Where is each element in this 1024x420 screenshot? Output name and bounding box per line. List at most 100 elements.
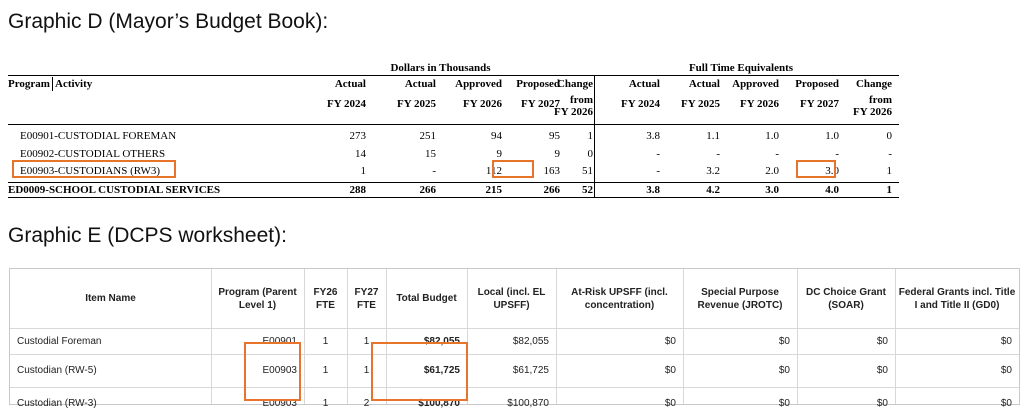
graphic-d-title: Graphic D (Mayor’s Budget Book): [8, 10, 329, 33]
row-value: 51 [582, 165, 593, 177]
row-value: 2.0 [765, 165, 779, 177]
row-value: 1.0 [765, 130, 779, 142]
group-header-dollars: Dollars in Thousands [390, 62, 491, 74]
row-name: E00902-CUSTODIAL OTHERS [20, 148, 166, 160]
col-header-bottom: from FY 2026 [852, 94, 892, 118]
column-header: FY27 FTE [354, 286, 379, 311]
table-cell: $61,725 [423, 365, 460, 376]
table-cell: 1 [363, 365, 370, 376]
table-cell: Custodian (RW-3) [17, 398, 97, 409]
row-value: 0 [587, 148, 594, 160]
col-header-top: Actual [334, 78, 366, 90]
table-cell: $61,725 [512, 365, 549, 376]
row-value: 251 [419, 130, 437, 142]
row-value: 94 [491, 130, 502, 142]
col-header-top: Actual [688, 78, 720, 90]
table-cell: $82,055 [512, 335, 549, 347]
col-header-top: Proposed [795, 78, 839, 90]
row-value: 9 [554, 148, 561, 160]
column-header: Total Budget [396, 293, 457, 304]
group-header-fte: Full Time Equivalents [688, 62, 794, 74]
table-cell: $82,055 [423, 335, 460, 347]
row-name: E00901-CUSTODIAL FOREMAN [20, 130, 177, 142]
col-header-bottom: FY 2024 [326, 98, 366, 110]
table-cell: $100,870 [418, 398, 460, 409]
table-cell: $0 [664, 365, 676, 376]
dcps-worksheet-table: Item Name Program (Parent Level 1) FY26 FT… [9, 268, 1020, 409]
table-cell: 1 [322, 365, 329, 376]
row-value: 1 [587, 130, 594, 142]
table-cell: Custodial Foreman [17, 335, 102, 347]
col-header-top: Actual [628, 78, 660, 90]
row-value: 3.8 [646, 130, 660, 142]
row-value: 1.1 [706, 130, 720, 142]
table-cell: E00901 [262, 335, 297, 347]
col-header-bottom: FY 2027 [520, 98, 560, 110]
total-value: 288 [349, 184, 367, 196]
column-header: FY26 FTE [313, 286, 338, 311]
row-value: 1 [360, 165, 367, 177]
column-header: DC Choice Grant (SOAR) [805, 286, 886, 311]
table-cell: Custodian (RW-5) [17, 365, 97, 376]
col-header-bottom: from FY 2026 [553, 94, 593, 118]
table-cell: $0 [778, 398, 790, 409]
col-header-bottom: FY 2026 [462, 98, 502, 110]
row-value: 3.0 [825, 165, 839, 177]
table-cell: $0 [876, 335, 888, 347]
column-header: Program (Parent Level 1) [218, 286, 297, 311]
table-cell: $100,870 [507, 398, 549, 409]
table-cell: $0 [1000, 398, 1012, 409]
row-value: 1.0 [825, 130, 839, 142]
table-cell: 2 [363, 398, 370, 409]
program-header: Program [8, 78, 50, 90]
col-header-bottom: FY 2024 [620, 98, 660, 110]
column-header: Federal Grants incl. Title I and Title I… [898, 286, 1016, 311]
col-header-top: Approved [455, 78, 502, 90]
row-value: - [656, 148, 660, 160]
table-cell: 1 [322, 335, 329, 347]
total-value: 266 [419, 184, 437, 196]
col-header-top: Actual [404, 78, 436, 90]
row-value: - [835, 148, 839, 160]
table-cell: $0 [876, 398, 888, 409]
total-value: 215 [485, 184, 503, 196]
total-value: 3.8 [646, 184, 660, 196]
col-header-top: Proposed [516, 78, 560, 90]
table-cell: $0 [1000, 335, 1012, 347]
row-name: E00903-CUSTODIANS (RW3) [20, 165, 161, 177]
table-cell: 1 [363, 335, 370, 347]
row-value: 3.2 [706, 165, 720, 177]
col-header-bottom: FY 2026 [739, 98, 779, 110]
row-value: 9 [496, 148, 503, 160]
table-cell: E00903 [262, 365, 297, 376]
row-value: 163 [543, 165, 561, 177]
row-value: 15 [425, 148, 436, 160]
row-value: - [716, 148, 720, 160]
row-value: - [888, 148, 892, 160]
row-value: - [775, 148, 779, 160]
col-header-bottom: FY 2027 [799, 98, 839, 110]
row-value: 14 [355, 148, 366, 160]
col-header-bottom: FY 2025 [396, 98, 436, 110]
table-cell: $0 [1000, 365, 1012, 376]
column-header: Item Name [85, 293, 136, 304]
table-cell: 1 [322, 398, 329, 409]
total-value: 4.0 [825, 184, 839, 196]
table-cell: $0 [778, 365, 790, 376]
table-cell: $0 [876, 365, 888, 376]
row-value: 0 [886, 130, 893, 142]
col-header-top: Change [556, 78, 593, 90]
column-header: At-Risk UPSFF (incl. concentration) [571, 286, 668, 311]
total-value: 266 [543, 184, 561, 196]
column-header: Local (incl. EL UPSFF) [477, 286, 546, 311]
total-value: 52 [582, 184, 593, 196]
row-value: 1 [886, 165, 893, 177]
row-value: - [656, 165, 660, 177]
mayors-budget-table: Dollars in Thousands Full Time Equivalen… [8, 62, 899, 198]
activity-header: Activity [55, 78, 93, 90]
total-name: ED0009-SCHOOL CUSTODIAL SERVICES [8, 184, 221, 196]
row-value: 112 [485, 165, 502, 177]
table-cell: $0 [778, 335, 790, 347]
total-value: 4.2 [706, 184, 720, 196]
table-cell: $0 [664, 398, 676, 409]
